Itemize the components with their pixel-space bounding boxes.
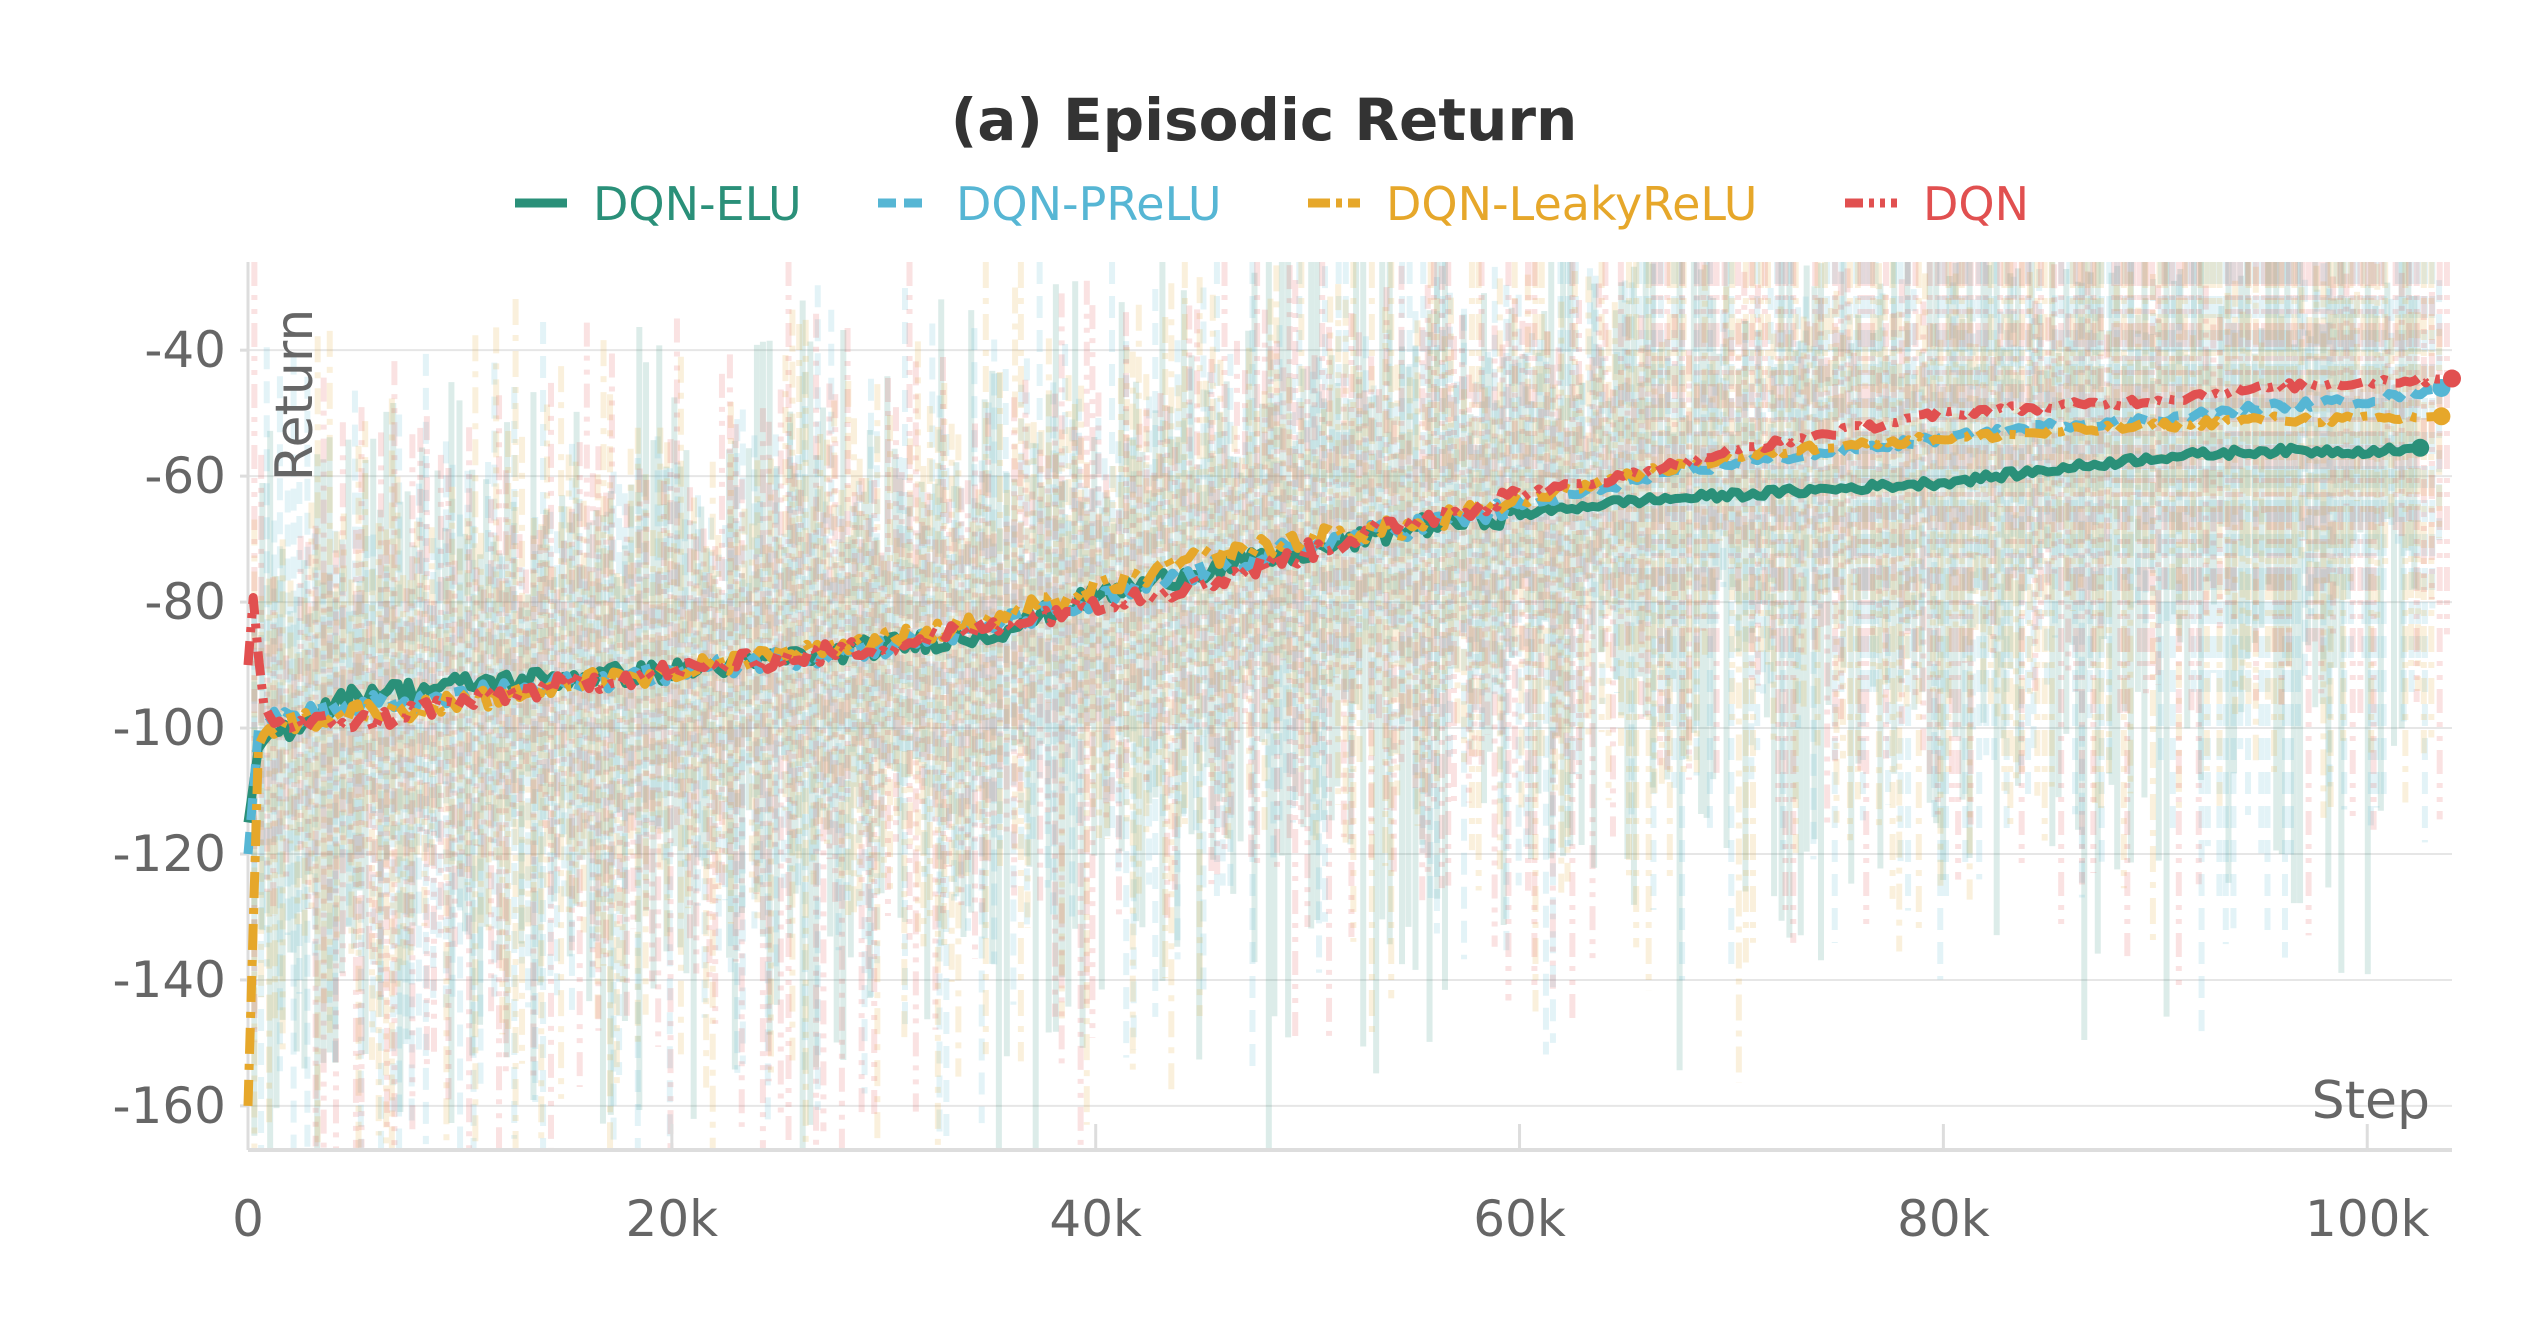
y-tick-label: -80	[144, 573, 226, 631]
y-tick-label: -140	[113, 951, 226, 1009]
series-endpoint-marker	[2432, 407, 2451, 426]
series-layer	[243, 369, 2461, 1107]
series-line	[243, 371, 2453, 735]
x-axis-title: Step	[2312, 1071, 2430, 1131]
axis-layer: -160 -140 -120 -100 -80 -60 -40 0 20k 40k 60k 80k 10…	[113, 262, 2452, 1248]
series-dqn-leakyrelu	[243, 407, 2451, 1107]
legend-item: DQN-LeakyReLU	[1308, 177, 1757, 231]
y-tick-label: -120	[113, 825, 226, 883]
y-axis-title: Return	[265, 309, 325, 482]
grid-layer	[248, 349, 2452, 1107]
x-tick-label: 80k	[1897, 1190, 1990, 1248]
series-endpoint-marker	[2411, 438, 2430, 457]
legend-label: DQN-ELU	[593, 177, 802, 231]
series-line	[243, 442, 2421, 824]
series-dqn-elu	[243, 438, 2430, 824]
x-tick-label: 100k	[2305, 1190, 2429, 1248]
legend-label: DQN	[1923, 177, 2029, 231]
x-tick-label: 60k	[1473, 1190, 1566, 1248]
x-tick-label: 40k	[1049, 1190, 1142, 1248]
series-line	[243, 411, 2442, 1107]
noise-dqn-leakyrelu	[251, 262, 2443, 1150]
series-endpoint-marker	[2443, 369, 2461, 388]
noise-dqn-elu	[251, 262, 2418, 1150]
series-dqn	[243, 369, 2461, 735]
x-tick-label: 20k	[626, 1190, 719, 1248]
y-tick-label: -100	[113, 699, 226, 757]
y-tick-label: -40	[144, 321, 226, 379]
legend-label: DQN-PReLU	[956, 177, 1222, 231]
legend-label: DQN-LeakyReLU	[1386, 177, 1757, 231]
x-tick-label: 0	[232, 1190, 264, 1248]
legend-item: DQN	[1845, 177, 2029, 231]
y-tick-label: -60	[144, 447, 226, 505]
legend-item: DQN-ELU	[515, 177, 802, 231]
legend: DQN-ELU DQN-PReLU DQN-LeakyReLU DQN	[515, 177, 2029, 231]
chart-title: (a) Episodic Return	[951, 86, 1578, 154]
noise-dqn	[251, 262, 2450, 1150]
legend-item: DQN-PReLU	[878, 177, 1222, 231]
y-tick-label: -160	[113, 1077, 226, 1135]
